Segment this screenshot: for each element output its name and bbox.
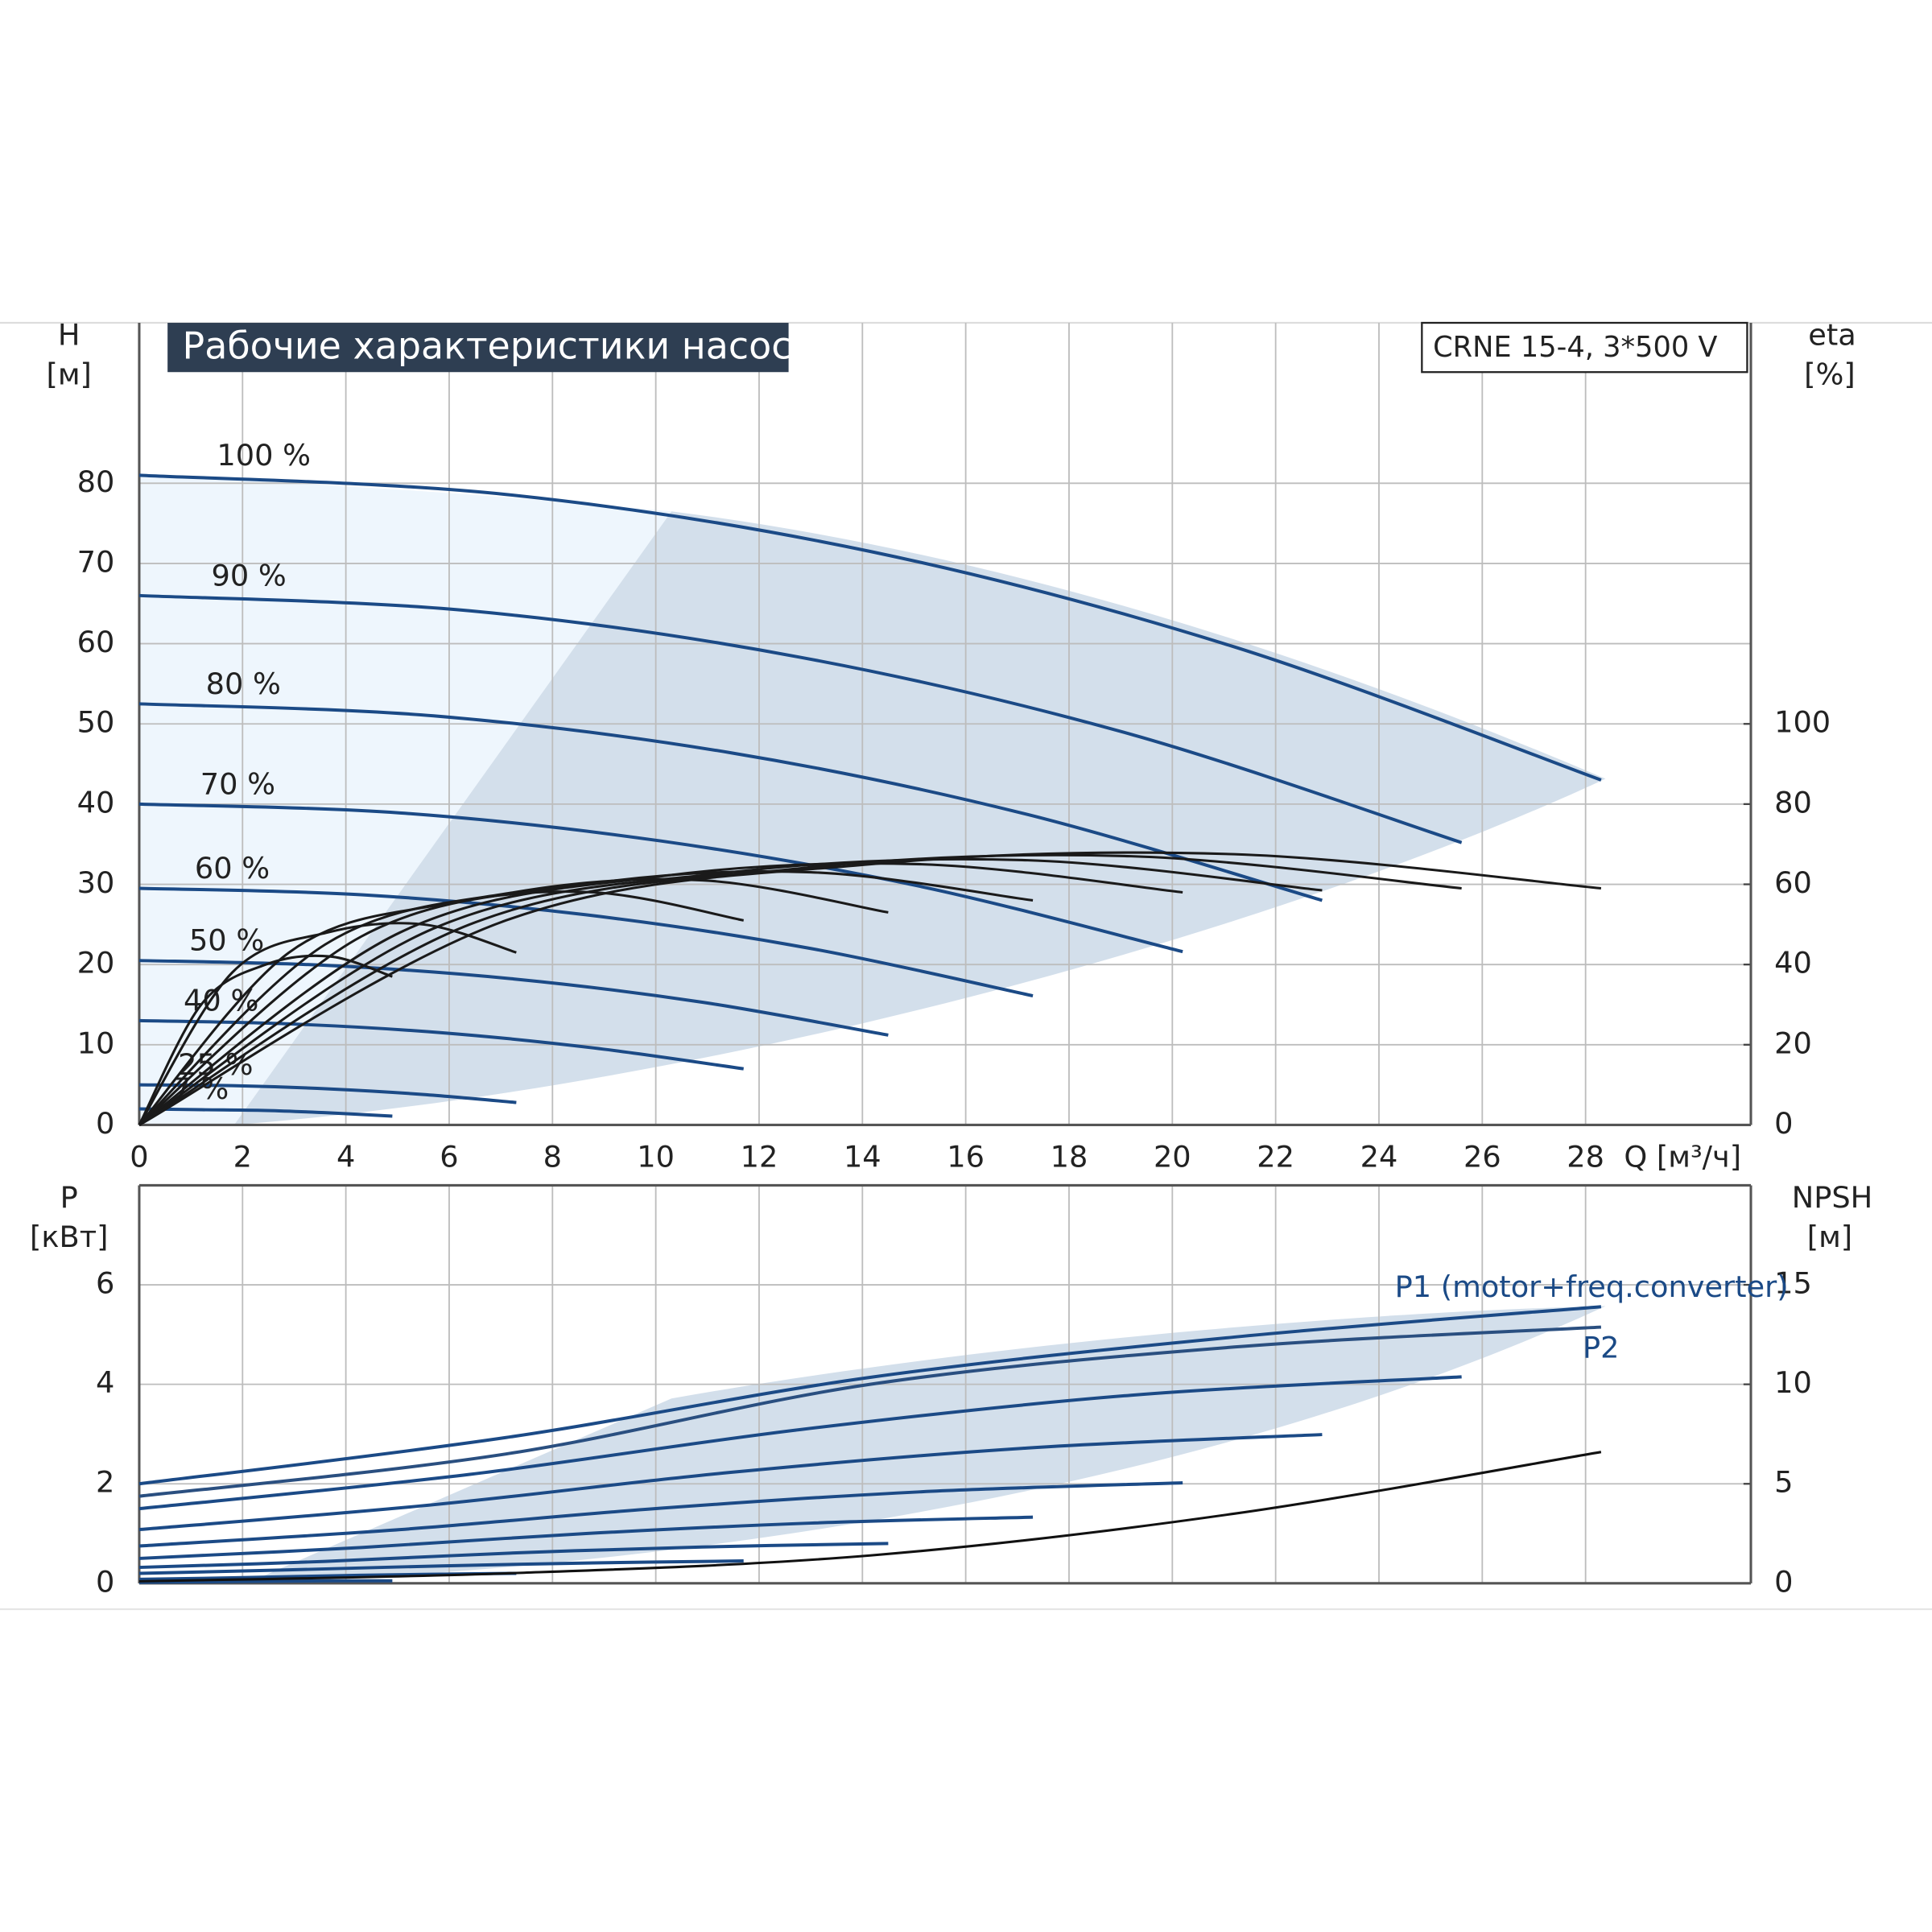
series-line: [138, 593, 1463, 844]
y2-tick-label: 10: [1774, 1365, 1812, 1400]
x-tick-label: 2: [233, 1139, 252, 1174]
x-tick-label: 24: [1360, 1139, 1398, 1174]
y2-axis-unit: [%]: [1804, 357, 1856, 391]
y-tick-label: 6: [96, 1266, 114, 1301]
series-label: 50 %: [189, 923, 264, 958]
x-tick-label: 22: [1257, 1139, 1294, 1174]
x-tick-label: 14: [844, 1139, 881, 1174]
series-line: [138, 702, 1323, 902]
series-line: [138, 954, 393, 1126]
y2-axis-unit: [м]: [1807, 1220, 1852, 1254]
series-label: P2: [1583, 1331, 1620, 1365]
x-axis-label: Q [м³/ч]: [1624, 1139, 1741, 1174]
model-box: [1421, 321, 1748, 374]
series-line: [138, 870, 1034, 1126]
series-line: [138, 1018, 744, 1071]
series-line: [138, 1325, 1602, 1498]
x-tick-label: 20: [1154, 1139, 1191, 1174]
series-line: [138, 1542, 889, 1570]
y2-axis-label: eta: [1808, 317, 1856, 352]
y-axis-unit: [м]: [47, 357, 92, 391]
x-tick-label: 16: [947, 1139, 985, 1174]
y-axis-unit: [кВт]: [30, 1220, 108, 1254]
series-line: [138, 473, 1602, 782]
y-tick-label: 40: [77, 785, 115, 819]
x-tick-label: 26: [1463, 1139, 1501, 1174]
x-tick-label: 12: [741, 1139, 778, 1174]
y-tick-label: 10: [77, 1026, 115, 1060]
series-line: [138, 886, 1034, 997]
y-axis-label: P: [60, 1180, 78, 1215]
y-tick-label: 2: [96, 1465, 114, 1500]
series-line: [138, 1481, 1183, 1548]
y-tick-label: 30: [77, 865, 115, 900]
series-label: 60 %: [195, 851, 270, 886]
series-line: [138, 1433, 1323, 1532]
x-tick-label: 0: [130, 1139, 148, 1174]
y2-tick-label: 80: [1774, 785, 1812, 819]
y2-tick-label: 40: [1774, 946, 1812, 980]
y-tick-label: 80: [77, 464, 115, 499]
x-tick-label: 4: [336, 1139, 355, 1174]
y-tick-label: 50: [77, 705, 115, 740]
y-tick-label: 0: [96, 1106, 114, 1141]
series-line: [138, 1305, 1602, 1486]
plot-layer: 0 2 4 6 8 10 12 14 16 18 20 22 24 26 28010203040506070…: [30, 317, 1872, 1599]
y-tick-label: 20: [77, 946, 115, 980]
shading-operating-range: [233, 511, 1606, 1125]
series-line: [138, 802, 1183, 954]
x-tick-label: 6: [440, 1139, 458, 1174]
chart-title: Рабочие характеристики насоса: [183, 324, 815, 368]
y-tick-label: 60: [77, 625, 115, 659]
series-label: P1 (motor+freq.converter): [1395, 1269, 1789, 1304]
y2-tick-label: 15: [1774, 1266, 1812, 1301]
series-line: [138, 922, 517, 1126]
y2-tick-label: 0: [1774, 1106, 1793, 1141]
x-tick-label: 8: [543, 1139, 562, 1174]
y2-tick-label: 100: [1774, 705, 1831, 740]
x-tick-label: 28: [1567, 1139, 1604, 1174]
y2-axis-label: NPSH: [1792, 1180, 1873, 1215]
series-label: 70 %: [200, 766, 275, 801]
title-box: [167, 323, 789, 373]
series-line: [138, 959, 889, 1037]
x-tick-label: 18: [1051, 1139, 1088, 1174]
series-line: [138, 1559, 744, 1575]
y-axis-label: H: [58, 317, 80, 352]
series-line: [138, 1579, 393, 1584]
y2-tick-label: 60: [1774, 865, 1812, 900]
series-line: [138, 890, 745, 1126]
y2-tick-label: 5: [1774, 1465, 1793, 1500]
y-tick-label: 0: [96, 1564, 114, 1599]
series-line: [138, 853, 1462, 1126]
series-line: [138, 1375, 1462, 1511]
series-line: [138, 1107, 393, 1118]
series-line: [138, 1451, 1602, 1583]
y-tick-label: 4: [96, 1365, 114, 1400]
x-tick-label: 10: [637, 1139, 675, 1174]
series-label: 80 %: [206, 667, 281, 701]
series-label: 100 %: [217, 438, 311, 473]
series-line: [138, 1515, 1034, 1560]
model-label: CRNE 15-4, 3*500 V: [1433, 331, 1717, 364]
y2-tick-label: 20: [1774, 1026, 1812, 1060]
series-label: 90 %: [212, 558, 287, 592]
y-tick-label: 70: [77, 544, 115, 579]
y2-tick-label: 0: [1774, 1564, 1793, 1599]
